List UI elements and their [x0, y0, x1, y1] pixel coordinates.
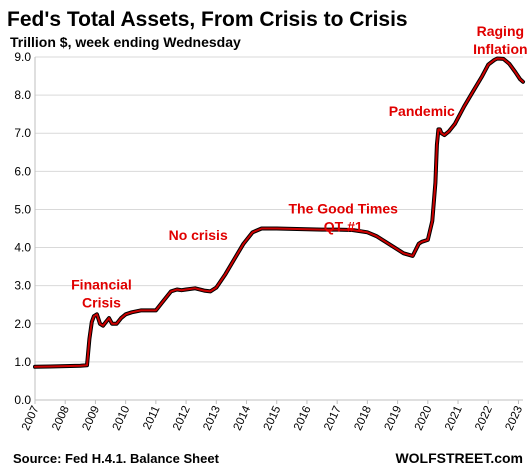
y-tick-label: 0.0 [14, 393, 31, 407]
y-tick-label: 9.0 [14, 50, 31, 64]
annotation-label: Crisis [82, 294, 121, 310]
x-tick-label: 2009 [80, 404, 102, 432]
x-tick-label: 2014 [232, 404, 254, 433]
y-tick-label: 5.0 [14, 202, 31, 216]
x-tick-label: 2015 [262, 404, 284, 432]
x-tick-label: 2018 [352, 404, 374, 432]
y-tick-label: 2.0 [14, 317, 31, 331]
brand-watermark: WOLFSTREET.com [395, 450, 523, 466]
source-note: Source: Fed H.4.1. Balance Sheet [13, 451, 220, 466]
y-tick-label: 1.0 [14, 355, 31, 369]
annotation-label: QT #1 [324, 218, 363, 234]
annotation-label: Raging [477, 23, 524, 39]
series-layer [33, 56, 525, 369]
x-tick-label: 2021 [443, 404, 465, 432]
x-tick-label: 2023 [503, 404, 525, 432]
chart-title: Fed's Total Assets, From Crisis to Crisi… [7, 8, 408, 31]
x-tick-label: 2016 [292, 404, 314, 432]
annotation-label: Inflation [473, 41, 527, 57]
y-tick-label: 4.0 [14, 241, 31, 255]
y-tick-label: 6.0 [14, 164, 31, 178]
x-tick-label: 2008 [50, 404, 72, 432]
y-tick-label: 3.0 [14, 279, 31, 293]
x-tick-label: 2012 [171, 404, 193, 432]
annotation-label: The Good Times [288, 200, 398, 216]
x-tick-label: 2017 [322, 404, 344, 432]
x-tick-label: 2011 [141, 404, 162, 431]
x-tick-label: 2013 [201, 404, 223, 432]
y-tick-label: 7.0 [14, 126, 31, 140]
chart-subtitle: Trillion $, week ending Wednesday [10, 34, 241, 50]
annotation-label: No crisis [169, 227, 228, 243]
annotation-layer: Financial Crisis No crisis The Good Times QT… [71, 23, 527, 310]
y-tick-label: 8.0 [14, 88, 31, 102]
series-line [34, 57, 524, 368]
x-tick-label: 2022 [473, 404, 495, 432]
x-tick-label: 2020 [413, 404, 435, 432]
x-tick-label: 2007 [20, 404, 42, 432]
y-axis: 0.0 1.0 2.0 3.0 4.0 5.0 6.0 7.0 8.0 9.0 [14, 50, 31, 407]
x-tick-label: 2010 [111, 404, 133, 432]
x-tick-label: 2019 [383, 404, 405, 432]
annotation-label: Pandemic [389, 103, 455, 119]
annotation-label: Financial [71, 276, 132, 292]
x-axis: 2007 2008 2009 2010 2011 2012 2013 2014 2015 2016… [20, 400, 525, 432]
